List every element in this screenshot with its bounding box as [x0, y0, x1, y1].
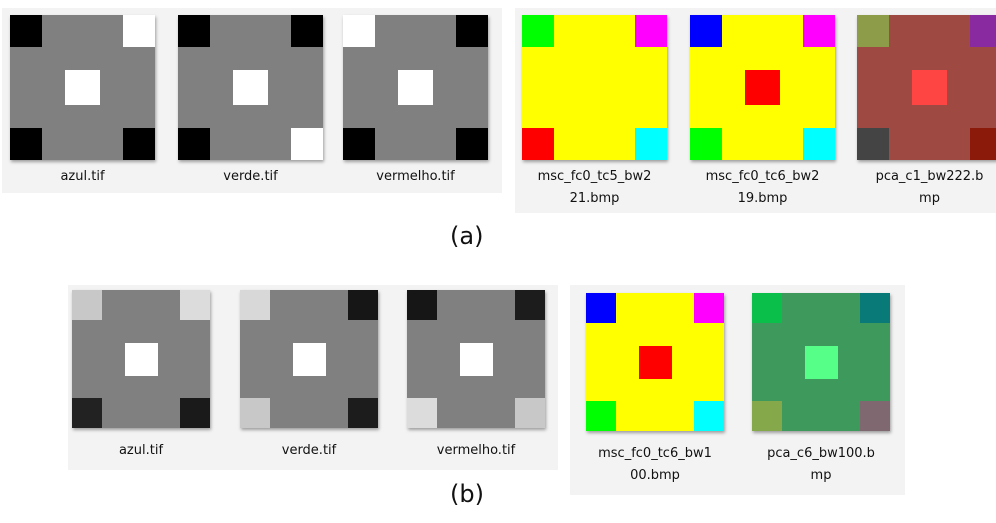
- corner-square: [522, 15, 554, 47]
- file-thumbnail: [522, 15, 667, 160]
- file-name-line: 00.bmp: [571, 465, 739, 487]
- file-thumbnail: [857, 15, 996, 160]
- corner-square: [970, 128, 996, 160]
- corner-square: [690, 15, 722, 47]
- file-name-line: msc_fc0_tc6_bw2: [675, 166, 850, 188]
- center-square: [65, 70, 100, 105]
- center-square: [398, 70, 433, 105]
- file-name: azul.tif: [57, 440, 225, 462]
- file-thumbnail: [752, 293, 890, 431]
- file-name-line: verde.tif: [225, 440, 393, 462]
- file-name-line: pca_c6_bw100.b: [737, 443, 905, 465]
- file-thumbnail: [407, 290, 545, 428]
- corner-square: [694, 293, 724, 323]
- corner-square: [178, 15, 210, 47]
- corner-square: [407, 290, 437, 320]
- corner-square: [10, 128, 42, 160]
- corner-square: [10, 15, 42, 47]
- corner-square: [857, 15, 889, 47]
- corner-square: [690, 128, 722, 160]
- file-thumbnail: [72, 290, 210, 428]
- corner-square: [586, 401, 616, 431]
- corner-square: [803, 128, 835, 160]
- corner-square: [752, 401, 782, 431]
- file-thumbnail: [690, 15, 835, 160]
- file-name: vermelho.tif: [328, 166, 503, 188]
- center-square: [125, 343, 158, 376]
- center-square: [460, 343, 493, 376]
- corner-square: [857, 128, 889, 160]
- corner-square: [456, 15, 488, 47]
- file-name-line: vermelho.tif: [328, 166, 503, 188]
- corner-square: [123, 15, 155, 47]
- corner-square: [178, 128, 210, 160]
- corner-square: [860, 401, 890, 431]
- center-square: [912, 70, 947, 105]
- corner-square: [72, 398, 102, 428]
- corner-square: [635, 128, 667, 160]
- corner-square: [803, 15, 835, 47]
- center-square: [577, 70, 612, 105]
- corner-square: [970, 15, 996, 47]
- file-name: azul.tif: [0, 166, 170, 188]
- file-name: verde.tif: [225, 440, 393, 462]
- corner-square: [522, 128, 554, 160]
- corner-square: [240, 398, 270, 428]
- file-name-line: msc_fc0_tc5_bw2: [507, 166, 682, 188]
- file-name-line: 19.bmp: [675, 188, 850, 210]
- corner-square: [348, 290, 378, 320]
- file-name-line: pca_c1_bw222.b: [842, 166, 996, 188]
- corner-square: [240, 290, 270, 320]
- center-square: [745, 70, 780, 105]
- file-name-line: vermelho.tif: [392, 440, 560, 462]
- panel-label: (a): [450, 222, 483, 250]
- center-square: [293, 343, 326, 376]
- file-thumbnail: [178, 15, 323, 160]
- panel-label: (b): [450, 480, 484, 508]
- file-name-line: mp: [842, 188, 996, 210]
- file-name-line: 21.bmp: [507, 188, 682, 210]
- corner-square: [752, 293, 782, 323]
- corner-square: [515, 398, 545, 428]
- file-name-line: azul.tif: [0, 166, 170, 188]
- file-name-line: azul.tif: [57, 440, 225, 462]
- center-square: [805, 346, 838, 379]
- corner-square: [123, 128, 155, 160]
- corner-square: [180, 290, 210, 320]
- file-thumbnail: [10, 15, 155, 160]
- file-thumbnail: [343, 15, 488, 160]
- file-name-line: verde.tif: [163, 166, 338, 188]
- file-name: vermelho.tif: [392, 440, 560, 462]
- corner-square: [343, 128, 375, 160]
- corner-square: [515, 290, 545, 320]
- figure: azul.tifverde.tifvermelho.tifmsc_fc0_tc5…: [0, 0, 996, 523]
- corner-square: [635, 15, 667, 47]
- file-thumbnail: [586, 293, 724, 431]
- corner-square: [860, 293, 890, 323]
- corner-square: [343, 15, 375, 47]
- file-thumbnail: [240, 290, 378, 428]
- corner-square: [348, 398, 378, 428]
- corner-square: [291, 128, 323, 160]
- corner-square: [586, 293, 616, 323]
- corner-square: [72, 290, 102, 320]
- center-square: [639, 346, 672, 379]
- file-name-line: mp: [737, 465, 905, 487]
- corner-square: [456, 128, 488, 160]
- corner-square: [180, 398, 210, 428]
- corner-square: [291, 15, 323, 47]
- corner-square: [694, 401, 724, 431]
- center-square: [233, 70, 268, 105]
- corner-square: [407, 398, 437, 428]
- file-name-line: msc_fc0_tc6_bw1: [571, 443, 739, 465]
- file-name: verde.tif: [163, 166, 338, 188]
